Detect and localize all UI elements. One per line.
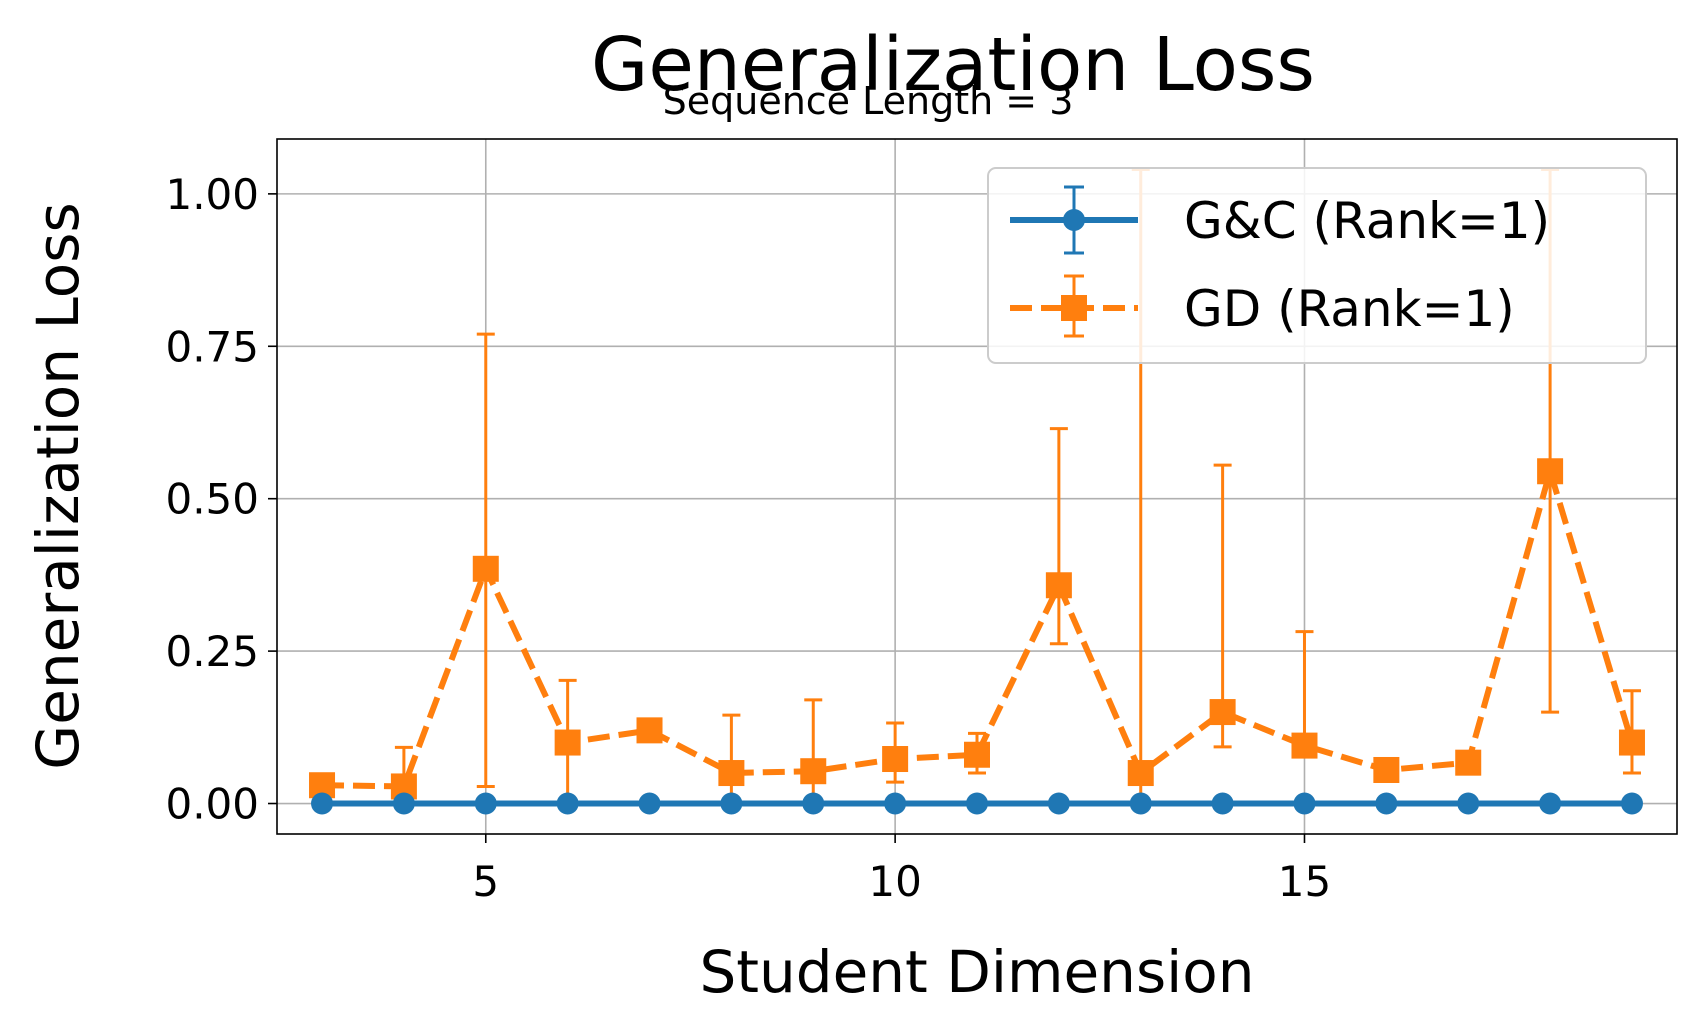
legend-box	[987, 167, 1647, 364]
data-point-gc	[1457, 792, 1480, 815]
x-tick-label: 10	[868, 857, 921, 906]
data-point-gd	[554, 729, 581, 756]
data-point-gd	[1618, 729, 1645, 756]
series-line-gd	[321, 468, 1635, 790]
y-tick-label: 0.75	[165, 322, 259, 371]
legend-gc-marker	[1063, 209, 1085, 231]
data-point-gc	[311, 792, 334, 815]
data-point-gd	[1455, 749, 1482, 776]
data-point-gc	[1211, 792, 1234, 815]
data-point-gc	[966, 792, 988, 815]
legend-entry-gd: GD (Rank=1)	[1010, 274, 1515, 338]
data-point-gd	[1127, 760, 1154, 787]
chart-title: Generalization Loss	[591, 22, 1315, 108]
legend-entry-gc: G&C (Rank=1)	[1010, 185, 1550, 255]
data-point-gd	[800, 758, 827, 785]
data-point-gc	[1375, 792, 1398, 815]
data-point-gd	[1291, 732, 1318, 759]
data-point-gc	[720, 792, 743, 815]
y-tick-label: 1.00	[165, 170, 259, 219]
data-point-gc	[1293, 792, 1316, 815]
legend-gd-marker	[1061, 295, 1087, 321]
x-axis-label: Student Dimension	[699, 938, 1254, 1006]
data-point-gd	[1537, 458, 1564, 485]
y-axis-label: Generalization Loss	[24, 202, 92, 769]
x-tick-label: 5	[472, 857, 499, 906]
data-point-gc	[1047, 792, 1070, 815]
y-tick-label: 0.50	[165, 475, 259, 524]
data-point-gd	[964, 741, 990, 768]
legend-gc-label: G&C (Rank=1)	[1184, 192, 1550, 250]
x-tick-label: 15	[1278, 857, 1331, 906]
data-point-gc	[802, 792, 825, 815]
data-point-gd	[718, 760, 745, 787]
data-point-gd	[1045, 572, 1072, 599]
data-point-gd	[1373, 756, 1400, 783]
data-point-gd	[882, 746, 909, 773]
data-point-gd	[472, 555, 499, 582]
data-point-gc	[1129, 792, 1152, 815]
data-point-gc	[1539, 792, 1562, 815]
y-axis-ticks: 0.00 0.25 0.50 0.75 1.00	[165, 170, 277, 829]
series-gc	[311, 792, 1643, 815]
chart-subtitle: Sequence Length = 3	[663, 79, 1074, 123]
legend-gd-label: GD (Rank=1)	[1184, 280, 1515, 338]
data-point-gc	[1620, 792, 1643, 815]
x-axis-ticks: 5 10 15	[472, 834, 1331, 906]
plot-frame	[276, 138, 1678, 835]
data-point-gc	[884, 792, 907, 815]
data-point-gd	[1209, 699, 1236, 726]
data-point-gc	[556, 792, 579, 815]
y-tick-label: 0.25	[165, 627, 259, 676]
data-point-gd	[636, 717, 663, 744]
y-tick-label: 0.00	[165, 780, 259, 829]
data-point-gc	[474, 792, 497, 815]
legend: G&C (Rank=1) GD (Rank=1)	[987, 167, 1647, 364]
data-point-gc	[392, 792, 415, 815]
data-point-gc	[638, 792, 661, 815]
